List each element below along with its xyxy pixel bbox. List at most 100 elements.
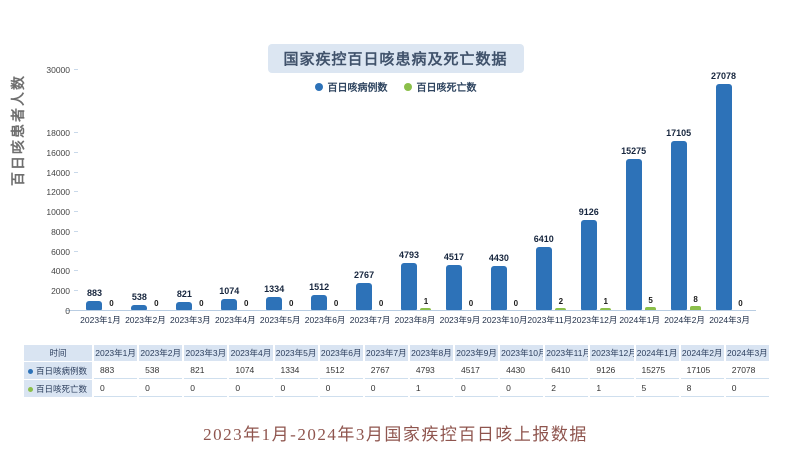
death-bar (554, 307, 566, 310)
table-row: 百日咳死亡数 0 0 0 0 0 0 0 1 0 0 2 1 5 8 0 (24, 380, 769, 397)
chart-legend: 百日咳病例数 百日咳死亡数 (0, 79, 791, 94)
y-axis-tick-mark (74, 270, 78, 272)
cases-row-dot-icon (28, 368, 33, 374)
table-header-row: 时间 2023年1月 2023年2月 2023年3月 2023年4月 2023年5月 202… (24, 345, 769, 361)
case-value-label: 27078 (711, 71, 737, 82)
x-axis-tick-label: 2023年12月 (572, 315, 618, 325)
death-bar (689, 306, 701, 310)
x-axis-tick-label: 2023年8月 (394, 315, 436, 325)
table-month-header: 2024年1月 (635, 345, 679, 361)
x-axis-tick-label: 2023年2月 (125, 315, 166, 325)
case-bar (311, 295, 328, 310)
table-row: 百日咳病例数 883 538 821 1074 1334 1512 2767 4793 4517 4… (24, 362, 769, 379)
legend-label-deaths: 百日咳死亡数 (416, 83, 477, 94)
y-axis-tick-label: 18000 (46, 128, 70, 138)
death-value-label: 0 (288, 299, 294, 308)
table-month-header: 2023年8月 (409, 345, 453, 361)
case-bar (535, 246, 552, 310)
table-value-cell: 0 (725, 380, 769, 397)
y-axis-tick-label: 4000 (51, 266, 70, 277)
case-bar (445, 265, 462, 310)
x-axis-tick-label: 2024年3月 (709, 315, 750, 325)
chart-title: 国家疾控百日咳患病及死亡数据 (267, 44, 524, 73)
case-bar (715, 84, 732, 310)
death-value-label: 0 (468, 299, 474, 308)
x-axis-tick-label: 2023年4月 (214, 315, 256, 325)
x-axis-tick-label: 2023年3月 (170, 315, 211, 325)
death-value-label: 0 (738, 299, 743, 308)
table-value-cell: 1 (409, 380, 453, 397)
y-axis-tick-label: 14000 (46, 167, 70, 178)
legend-label-cases: 百日咳病例数 (327, 83, 388, 94)
table-month-header: 2023年6月 (319, 345, 363, 361)
case-bar (266, 296, 283, 310)
y-axis-tick-mark (74, 191, 78, 193)
case-value-label: 1074 (219, 286, 240, 297)
death-value-label: 0 (109, 299, 114, 308)
death-bar (420, 307, 431, 310)
table-month-header: 2023年5月 (274, 345, 318, 361)
table-value-cell: 1 (590, 380, 634, 397)
death-value-label: 0 (199, 299, 204, 308)
table-corner-cell: 时间 (24, 345, 92, 361)
y-axis-tick-label: 30000 (46, 65, 70, 75)
y-axis-tick-mark (74, 211, 78, 213)
table-value-cell: 0 (274, 380, 318, 397)
table-month-header: 2023年1月 (94, 345, 138, 361)
deaths-legend-dot-icon (403, 82, 412, 91)
table-month-header: 2023年4月 (229, 345, 273, 361)
death-value-label: 5 (648, 295, 653, 305)
death-bar (599, 307, 611, 310)
y-axis-tick-label: 10000 (46, 207, 70, 218)
x-axis-tick-label: 2023年10月 (482, 315, 528, 325)
x-axis-tick-label: 2023年5月 (259, 315, 301, 325)
table-value-cell: 883 (94, 362, 138, 379)
x-axis-tick-label: 2023年9月 (439, 315, 481, 325)
table-month-header: 2023年12月 (590, 345, 634, 361)
y-axis-tick-label: 2000 (51, 286, 70, 297)
x-axis-tick-label: 2024年1月 (619, 315, 660, 325)
death-value-label: 1 (603, 296, 608, 306)
table-value-cell: 0 (364, 380, 408, 397)
death-value-label: 0 (513, 299, 519, 308)
case-bar (670, 140, 687, 310)
case-value-label: 883 (86, 288, 102, 299)
table-value-cell: 0 (455, 380, 499, 397)
x-axis-line (66, 310, 756, 311)
case-value-label: 538 (131, 291, 147, 302)
y-axis-tick-label: 16000 (46, 147, 70, 158)
y-axis-tick-mark (74, 151, 78, 153)
table-value-cell: 4517 (455, 362, 499, 379)
table-month-header: 2024年2月 (680, 345, 724, 361)
case-bar (580, 219, 597, 310)
case-bar (356, 282, 373, 310)
death-value-label: 0 (333, 299, 339, 308)
case-value-label: 4430 (488, 253, 509, 264)
table-value-cell: 9126 (590, 362, 634, 379)
bar-chart-plot-area: 0 2000 4000 6000 8000 10000 12000 14000 16000 180… (46, 65, 756, 325)
case-value-label: 15275 (621, 145, 647, 156)
table-value-cell: 8 (680, 380, 724, 397)
table-month-header: 2023年10月 (500, 345, 544, 361)
case-bar (625, 158, 642, 310)
case-bar (86, 301, 103, 310)
y-axis-tick-label: 12000 (46, 187, 70, 198)
death-value-label: 1 (423, 296, 429, 306)
data-table: 时间 2023年1月 2023年2月 2023年3月 2023年4月 2023年5月 202… (22, 344, 771, 398)
deaths-row-dot-icon (28, 386, 33, 392)
y-axis-tick-mark (74, 250, 78, 252)
table-row-label: 百日咳病例数 (24, 362, 92, 379)
table-value-cell: 5 (635, 380, 679, 397)
table-value-cell: 15275 (635, 362, 679, 379)
case-value-label: 6410 (533, 233, 554, 244)
table-value-cell: 1074 (229, 362, 273, 379)
x-axis-tick-label: 2023年7月 (349, 315, 391, 325)
y-axis-tick-mark (74, 230, 78, 232)
y-axis-tick-mark (74, 290, 78, 292)
y-axis-tick-label: 8000 (51, 226, 70, 237)
table-value-cell: 538 (139, 362, 183, 379)
case-value-label: 2767 (354, 269, 375, 280)
table-value-cell: 17105 (680, 362, 724, 379)
case-bar (490, 266, 507, 310)
